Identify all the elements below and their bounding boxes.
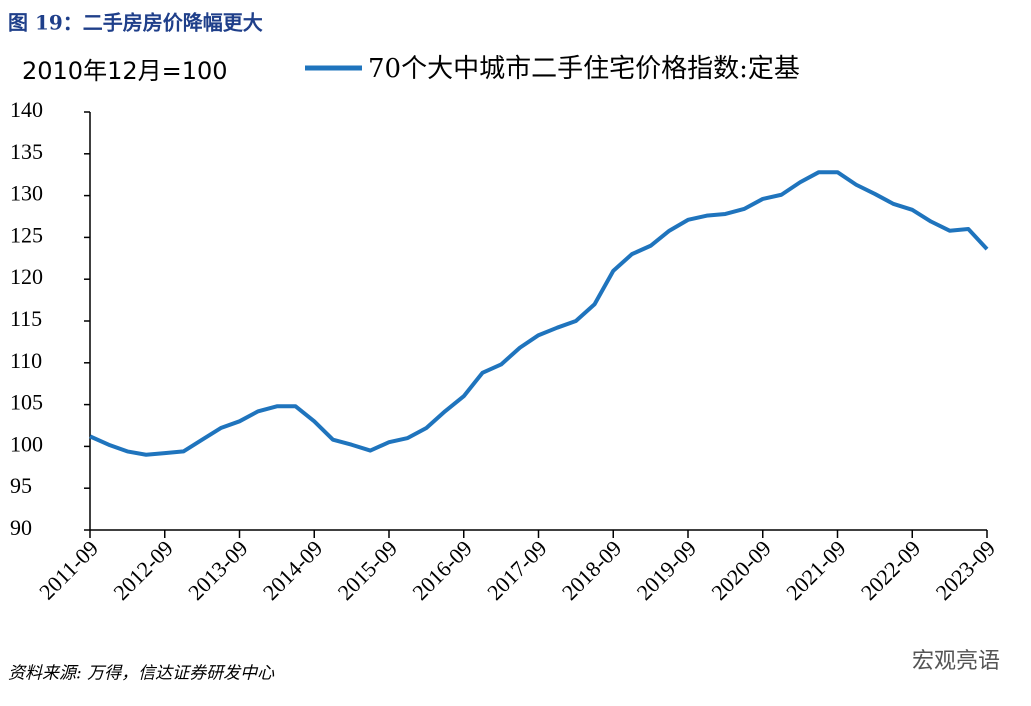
y-tick-label: 140 [10, 97, 43, 122]
x-tick-label: 2023-09 [931, 535, 1001, 605]
source: 资料来源: 万得，信达证券研发中心 [8, 664, 275, 684]
x-tick-label: 2011-09 [34, 535, 103, 604]
y-tick-label: 125 [10, 222, 43, 247]
x-tick-label: 2020-09 [706, 535, 776, 605]
x-tick-label: 2014-09 [258, 535, 328, 605]
x-tick-label: 2017-09 [482, 535, 552, 605]
y-tick-label: 135 [10, 139, 43, 164]
y-tick-label: 95 [10, 473, 32, 498]
x-tick-label: 2019-09 [632, 535, 702, 605]
x-tick-label: 2015-09 [333, 535, 403, 605]
x-tick-label: 2018-09 [557, 535, 627, 605]
x-tick-label: 2016-09 [407, 535, 477, 605]
x-tick-label: 2022-09 [856, 535, 926, 605]
watermark: 宏观亮语 [912, 649, 1000, 674]
legend-label: 70个大中城市二手住宅价格指数:定基 [368, 54, 800, 84]
x-tick-label: 2021-09 [781, 535, 851, 605]
y-tick-label: 130 [10, 181, 43, 206]
x-tick-label: 2012-09 [108, 535, 178, 605]
y-tick-label: 100 [10, 431, 43, 456]
y-axis-label: 2010年12月=100 [22, 57, 228, 85]
line [89, 170, 989, 457]
y-tick-label: 120 [10, 264, 43, 289]
y-tick-label: 115 [10, 306, 42, 331]
x-tick-label: 2013-09 [183, 535, 253, 605]
y-tick-label: 110 [10, 348, 42, 373]
chart-title: 图 19：二手房房价降幅更大 [8, 11, 263, 35]
y-tick-label: 105 [10, 390, 43, 415]
y-tick-label: 90 [10, 515, 32, 540]
